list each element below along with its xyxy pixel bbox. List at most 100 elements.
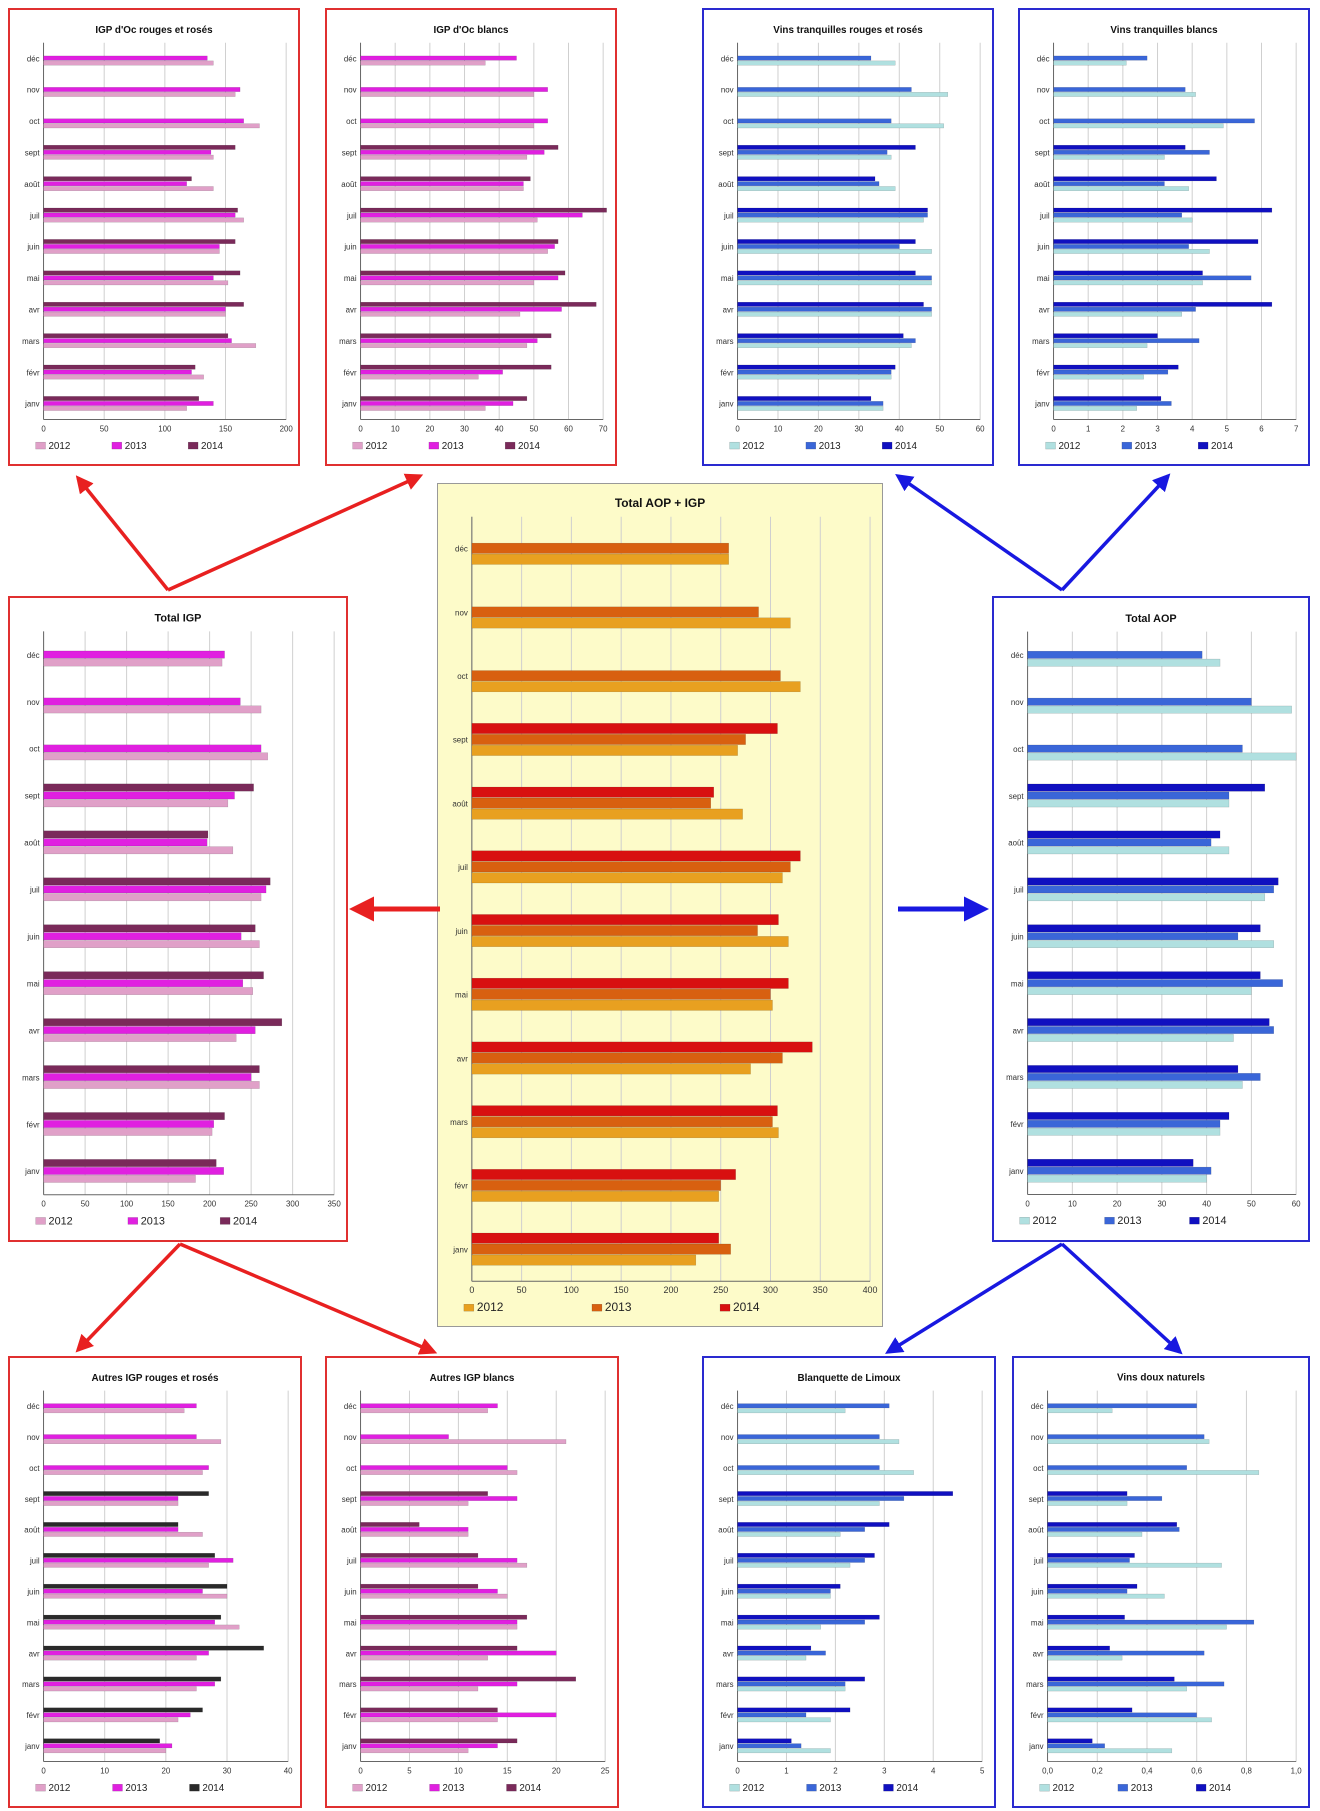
- total-aop-legend-swatch-2014: [1189, 1217, 1200, 1225]
- total-aop-x-tick-label: 60: [1292, 1199, 1301, 1208]
- blanquette-limoux-title: Blanquette de Limoux: [798, 1373, 902, 1384]
- vins-tranquilles-rouges-category-label: déc: [721, 54, 734, 63]
- vins-tranquilles-rouges-category-label: août: [718, 180, 734, 189]
- igp-oc-rouges-legend-swatch-2014: [187, 441, 199, 450]
- autres-igp-blancs-category-label: janv: [341, 1742, 357, 1751]
- blanquette-limoux-bar-2012-oct: [737, 1470, 914, 1475]
- igp-oc-rouges-category-label: août: [24, 180, 40, 189]
- total-aop-igp-bar-2012-juin: [471, 936, 789, 947]
- igp-oc-blancs-bar-2014-juil: [360, 207, 607, 213]
- total-igp-bar-2014-août: [43, 830, 209, 839]
- vins-doux-naturels-title: Vins doux naturels: [1117, 1373, 1206, 1384]
- vins-doux-naturels-x-tick-label: 1,0: [1291, 1766, 1303, 1775]
- vins-tranquilles-rouges-category-label: nov: [721, 86, 734, 95]
- total-aop-bar-2014-avr: [1027, 1018, 1270, 1026]
- blanquette-limoux-category-label: oct: [723, 1464, 734, 1473]
- vins-doux-naturels-chart: Vins doux naturels 0,0 0,2 0,4 0,6 0,8 1,0 janv…: [1026, 1373, 1303, 1794]
- vins-tranquilles-rouges-legend-label-2012: 2012: [742, 441, 764, 452]
- blanquette-limoux-bar-2012-nov: [737, 1439, 900, 1445]
- autres-igp-blancs-legend-swatch-2013: [429, 1784, 440, 1792]
- igp-oc-blancs-x-tick-label: 60: [564, 424, 573, 433]
- autres-igp-blancs-bar-2013-avr: [360, 1650, 557, 1656]
- autres-igp-rouges-bar-2014-mars: [43, 1676, 222, 1682]
- total-igp-bar-2012-nov: [43, 705, 262, 714]
- autres-igp-rouges-category-label: juil: [29, 1557, 40, 1566]
- total-aop-legend-swatch-2013: [1104, 1217, 1115, 1225]
- autres-igp-blancs-bar-2012-mars: [360, 1686, 479, 1692]
- total-aop-igp-bar-2014-mai: [471, 977, 789, 989]
- vins-doux-naturels-legend-label-2012: 2012: [1052, 1783, 1074, 1794]
- blanquette-limoux-panel: Blanquette de Limoux 0 1 2 3 4 5 janv févr mars av…: [702, 1356, 996, 1808]
- total-igp-bar-2013-juil: [43, 885, 267, 894]
- total-igp-legend-label-2013: 2013: [141, 1215, 165, 1227]
- total-aop-bar-2012-mars: [1027, 1080, 1243, 1089]
- vins-doux-naturels-category-label: oct: [1033, 1464, 1044, 1473]
- igp-oc-rouges-bar-2012-juin: [43, 249, 220, 254]
- total-aop-igp-bar-2012-juil: [471, 872, 783, 884]
- total-aop-igp-x-tick-label: 400: [863, 1285, 878, 1295]
- vins-tranquilles-blancs-bar-2012-juin: [1053, 249, 1210, 254]
- autres-igp-rouges-bar-2013-août: [43, 1527, 179, 1532]
- total-aop-legend-label-2012: 2012: [1033, 1215, 1057, 1227]
- autres-igp-rouges-x-tick-label: 20: [161, 1766, 170, 1775]
- vins-tranquilles-rouges-bar-2014-févr: [737, 364, 896, 370]
- total-igp-category-label: déc: [27, 651, 40, 660]
- total-igp-bar-2013-mai: [43, 979, 244, 988]
- autres-igp-blancs-bar-2013-nov: [360, 1434, 449, 1440]
- total-aop-bar-2012-sept: [1027, 799, 1230, 808]
- blanquette-limoux-bar-2012-août: [737, 1531, 841, 1537]
- autres-igp-blancs-bar-2013-mai: [360, 1619, 518, 1625]
- vins-tranquilles-rouges-legend-swatch-2013: [805, 441, 816, 450]
- igp-oc-blancs-x-tick-label: 20: [425, 424, 434, 433]
- vins-tranquilles-blancs-bar-2012-mai: [1053, 280, 1203, 286]
- blanquette-limoux-category-label: janv: [718, 1742, 734, 1751]
- total-aop-bar-2013-juin: [1027, 932, 1239, 941]
- blanquette-limoux-chart: Blanquette de Limoux 0 1 2 3 4 5 janv févr mars av…: [716, 1373, 985, 1794]
- autres-igp-blancs-bar-2012-juil: [360, 1562, 528, 1568]
- blanquette-limoux-bar-2012-juin: [737, 1593, 831, 1599]
- autres-igp-blancs-category-label: févr: [343, 1711, 357, 1720]
- vins-tranquilles-rouges-legend-label-2014: 2014: [895, 441, 917, 452]
- total-igp-x-tick-label: 300: [286, 1200, 300, 1209]
- igp-oc-rouges-bar-2014-juin: [43, 239, 236, 244]
- total-aop-legend-label-2014: 2014: [1202, 1215, 1226, 1227]
- igp-oc-rouges-x-tick-label: 50: [100, 424, 109, 433]
- total-igp-category-label: mai: [27, 979, 40, 988]
- blanquette-limoux-legend-label-2014: 2014: [896, 1783, 918, 1794]
- igp-oc-blancs-bar-2013-févr: [360, 369, 503, 375]
- total-aop-igp-legend-label-2014: 2014: [733, 1300, 760, 1314]
- igp-oc-blancs-bar-2013-juin: [360, 244, 555, 249]
- blanquette-limoux-bar-2014-mai: [737, 1614, 880, 1620]
- igp-oc-blancs-legend-swatch-2013: [428, 441, 439, 450]
- igp-oc-rouges-bar-2014-juil: [43, 207, 238, 213]
- autres-igp-blancs-bar-2014-févr: [360, 1707, 498, 1713]
- total-igp-bar-2013-juin: [43, 932, 242, 941]
- autres-igp-rouges-bar-2012-oct: [43, 1470, 203, 1475]
- blanquette-limoux-bar-2013-mars: [737, 1681, 846, 1687]
- total-aop-igp-bar-2014-sept: [471, 723, 778, 734]
- vins-doux-naturels-bar-2012-nov: [1047, 1439, 1210, 1444]
- vins-tranquilles-blancs-x-tick-label: 3: [1155, 424, 1160, 433]
- igp-oc-blancs-bar-2013-mai: [360, 275, 559, 281]
- autres-igp-rouges-bar-2012-avr: [43, 1655, 197, 1661]
- total-igp-category-label: janv: [24, 1167, 40, 1176]
- vins-tranquilles-blancs-category-label: nov: [1037, 86, 1050, 95]
- autres-igp-rouges-bar-2012-déc: [43, 1408, 185, 1414]
- total-igp-x-tick-label: 50: [81, 1200, 90, 1209]
- vins-doux-naturels-bar-2014-janv: [1047, 1738, 1093, 1744]
- autres-igp-rouges-category-label: mai: [27, 1618, 40, 1627]
- total-aop-legend-swatch-2012: [1019, 1217, 1030, 1225]
- total-aop-bar-2012-août: [1027, 846, 1230, 855]
- vins-doux-naturels-bar-2012-août: [1047, 1531, 1143, 1537]
- vins-tranquilles-rouges-bar-2012-sept: [737, 154, 892, 160]
- vins-doux-naturels-bar-2012-janv: [1047, 1748, 1173, 1754]
- vins-tranquilles-blancs-bar-2013-sept: [1053, 149, 1210, 155]
- autres-igp-rouges-bar-2013-nov: [43, 1434, 197, 1440]
- igp-oc-rouges-bar-2014-sept: [43, 144, 236, 150]
- total-aop-igp-bar-2012-févr: [471, 1191, 719, 1202]
- total-igp-category-label: mars: [22, 1073, 40, 1082]
- vins-doux-naturels-bar-2012-mars: [1047, 1686, 1187, 1692]
- vins-tranquilles-rouges-bar-2012-déc: [737, 60, 896, 66]
- total-aop-bar-2014-janv: [1027, 1158, 1194, 1167]
- vins-tranquilles-blancs-title: Vins tranquilles blancs: [1110, 25, 1218, 36]
